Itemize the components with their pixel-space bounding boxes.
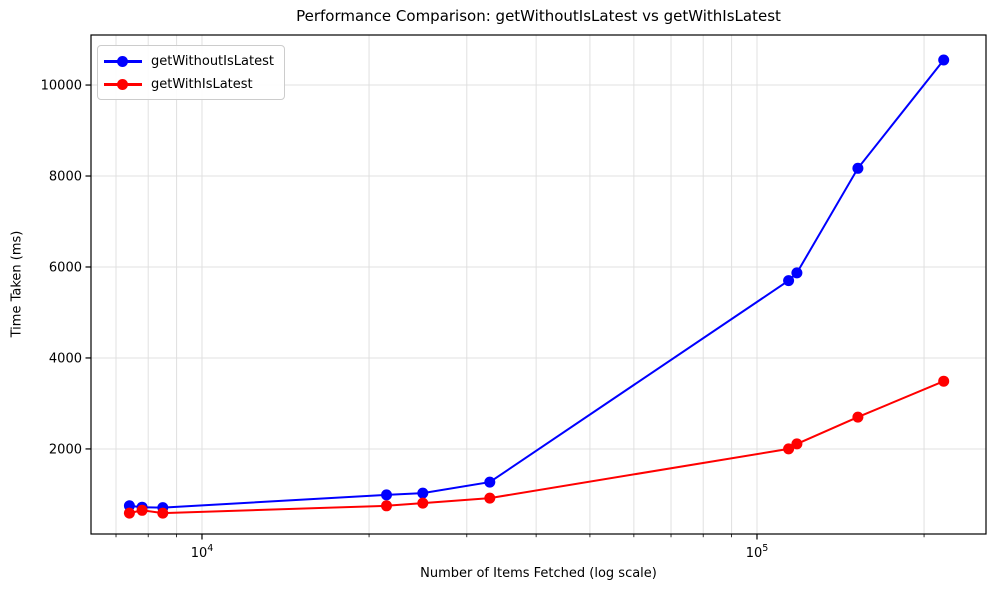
data-point xyxy=(783,443,795,455)
data-point xyxy=(417,487,429,499)
data-point xyxy=(852,411,864,423)
axis-ticks xyxy=(85,84,925,540)
data-point xyxy=(136,504,148,516)
legend-entry-without-islatest: getWithoutIsLatest xyxy=(104,50,274,72)
x-tick-label: 104 xyxy=(191,543,214,561)
gridlines xyxy=(91,35,986,534)
y-tick-label: 10000 xyxy=(41,79,82,94)
chart-title: Performance Comparison: getWithoutIsLate… xyxy=(296,7,781,25)
series-getWithIsLatest xyxy=(123,375,950,519)
data-point xyxy=(938,375,950,387)
y-tick-label: 4000 xyxy=(49,351,82,366)
data-point xyxy=(938,54,950,66)
legend: getWithoutIsLatest getWithIsLatest xyxy=(97,45,285,100)
axes-spines xyxy=(90,34,987,535)
data-point xyxy=(381,500,392,512)
legend-marker-icon xyxy=(117,55,128,67)
data-point xyxy=(484,476,496,488)
data-point xyxy=(381,489,392,501)
data-point xyxy=(783,275,795,287)
data-point xyxy=(791,267,803,279)
data-point xyxy=(123,507,135,519)
y-tick-label: 2000 xyxy=(49,442,82,457)
y-tick-label: 8000 xyxy=(49,170,82,185)
legend-line-sample-icon xyxy=(104,78,142,90)
x-tick-label: 105 xyxy=(746,543,769,561)
legend-marker-icon xyxy=(117,78,128,90)
data-point xyxy=(157,507,169,519)
data-point xyxy=(417,497,429,509)
legend-line-sample-icon xyxy=(104,55,142,67)
y-tick-label: 6000 xyxy=(49,260,82,275)
legend-label: getWithoutIsLatest xyxy=(151,53,274,69)
data-point xyxy=(791,438,803,450)
tick-labels: 2000 4000 6000 8000 10000 104 105 xyxy=(41,79,769,561)
x-axis-label: Number of Items Fetched (log scale) xyxy=(420,566,657,581)
data-point xyxy=(852,162,864,174)
legend-label: getWithIsLatest xyxy=(151,76,253,92)
data-point xyxy=(484,492,496,504)
legend-entry-with-islatest: getWithIsLatest xyxy=(104,73,274,95)
